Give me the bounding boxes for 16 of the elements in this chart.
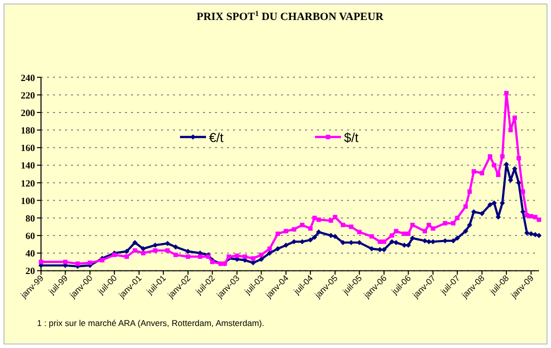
y-tick-label: 60 [26,232,36,242]
y-tick-label: 220 [20,91,36,102]
legend-label: €/t [209,130,224,145]
y-tick-label: 180 [20,126,36,137]
y-tick-label: 20 [26,267,36,278]
y-tick-label: 160 [20,144,36,154]
y-tick-label: 200 [20,108,36,119]
text: 1 : prix sur le marché ARA (Anvers, Rotterdam, Amsterdam). [37,318,264,328]
y-tick-label: 140 [20,162,36,172]
y-tick-label: 120 [20,179,36,190]
y-tick-label: 80 [26,214,36,224]
chart-title: PRIX SPOT$^{1}$ DU CHARBON VAPEUR [196,8,384,23]
y-tick-label: 100 [20,196,36,207]
y-tick-label: 40 [26,250,36,260]
legend-label: $/t [344,130,359,145]
y-tick-label: 240 [20,74,36,84]
